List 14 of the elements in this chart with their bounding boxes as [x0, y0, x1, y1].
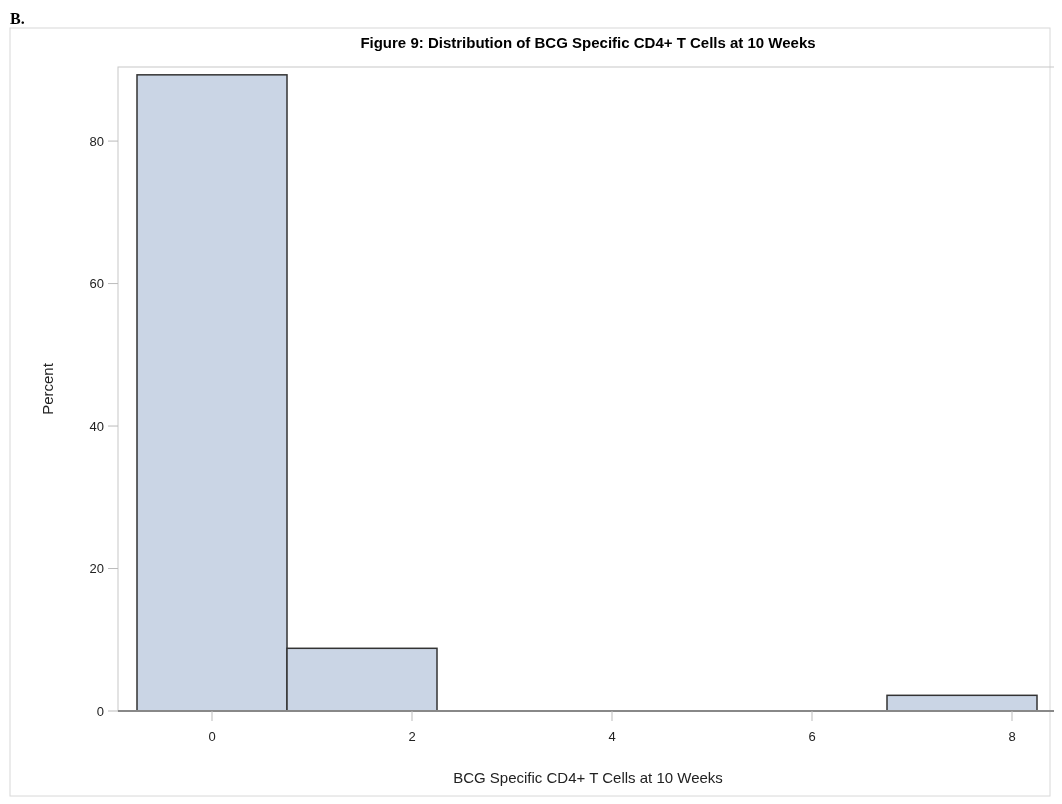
y-tick-label: 40	[89, 418, 104, 434]
y-tick-label: 60	[89, 276, 104, 292]
y-tick-label: 80	[89, 133, 104, 149]
x-tick-label: 6	[808, 729, 816, 744]
x-tick-label: 2	[408, 729, 416, 744]
x-tick-label: 0	[208, 729, 216, 744]
y-tick-label: 20	[89, 561, 104, 577]
y-axis-title: Percent	[39, 362, 56, 415]
text: B.	[10, 10, 25, 27]
x-tick-label: 8	[1008, 729, 1016, 744]
chart-title: Figure 9: Distribution of BCG Specific CD4+ T Cells at 10 Weeks	[360, 34, 816, 51]
x-axis-title: BCG Specific CD4+ T Cells at 10 Weeks	[453, 769, 723, 786]
y-tick-label: 0	[96, 703, 104, 719]
x-tick-label: 4	[608, 729, 616, 744]
